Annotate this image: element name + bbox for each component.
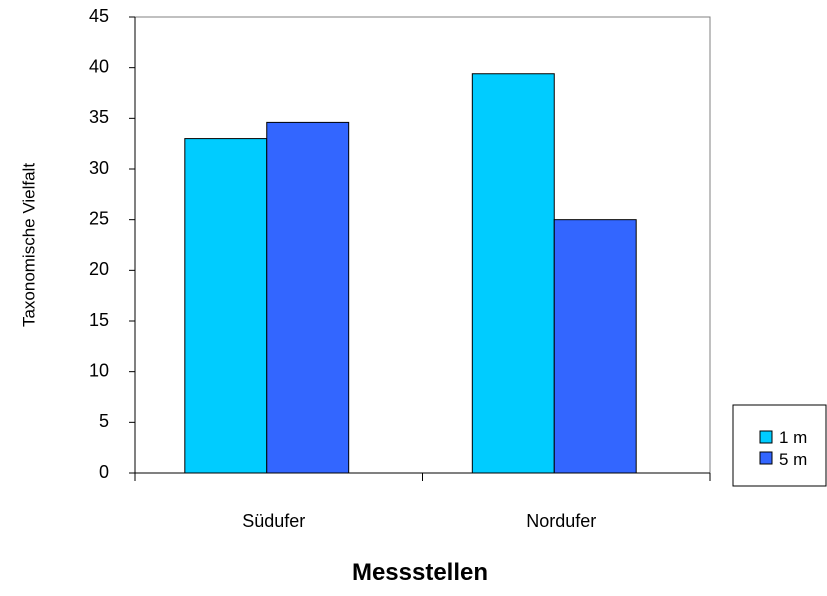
- legend: 1 m 5 m: [732, 404, 827, 487]
- legend-swatch-1m: [759, 430, 773, 444]
- y-tick-label: 35: [89, 107, 109, 127]
- y-ticks: 0 5 10 15 20 25 30 35 40 45: [89, 6, 135, 482]
- legend-swatch-5m: [759, 451, 773, 465]
- x-ticks: Südufer Nordufer: [134, 473, 711, 531]
- y-tick-label: 20: [89, 259, 109, 279]
- bar-1m-0: [184, 138, 268, 474]
- bar-5m-0: [266, 121, 350, 474]
- y-tick-label: 40: [89, 56, 109, 76]
- bar-5m-1: [553, 219, 637, 474]
- y-tick-label: 30: [89, 158, 109, 178]
- y-tick-label: 5: [99, 411, 109, 431]
- y-tick-label: 0: [99, 462, 109, 482]
- y-tick-label: 15: [89, 310, 109, 330]
- legend-label-1m: 1 m: [779, 428, 807, 447]
- y-axis-label: Taxonomische Vielfalt: [19, 163, 38, 327]
- legend-label-5m: 5 m: [779, 450, 807, 469]
- x-axis-label: Messstellen: [352, 559, 488, 586]
- bars-layer: [184, 73, 637, 474]
- legend-box: [732, 404, 827, 487]
- y-tick-label: 25: [89, 208, 109, 228]
- bar-1m-1: [471, 73, 555, 474]
- x-category-label: Nordufer: [526, 511, 596, 531]
- x-category-label: Südufer: [242, 511, 305, 531]
- y-tick-label: 10: [89, 360, 109, 380]
- y-tick-label: 45: [89, 6, 109, 26]
